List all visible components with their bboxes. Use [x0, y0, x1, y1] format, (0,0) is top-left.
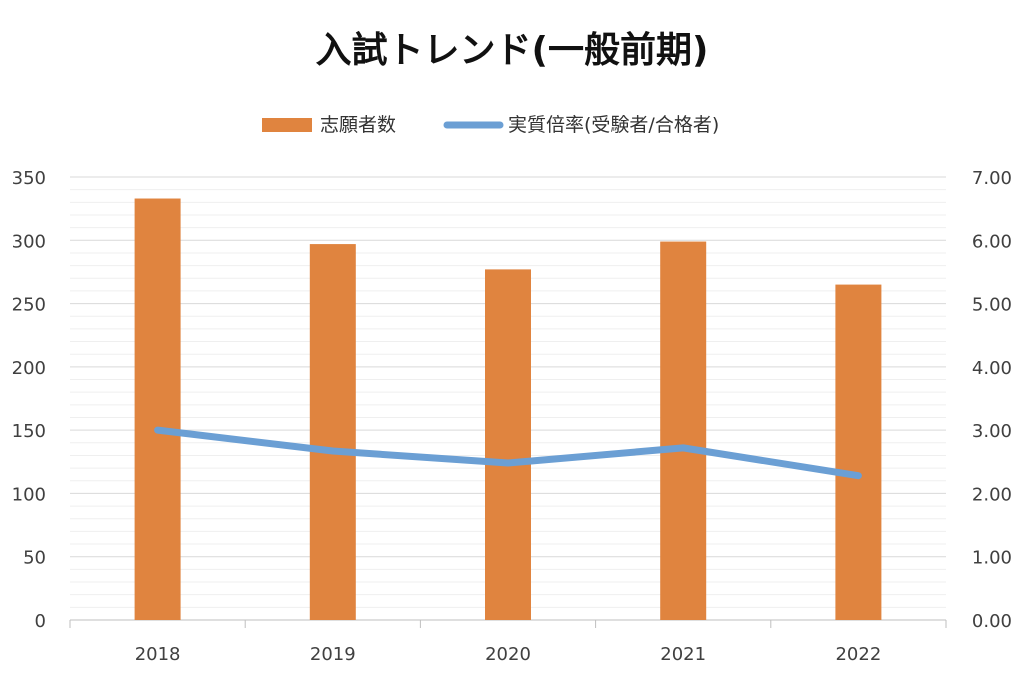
- y-left-tick-label: 300: [12, 231, 46, 252]
- line-point: [507, 462, 509, 464]
- line-point: [332, 450, 334, 452]
- y-left-tick-label: 0: [35, 611, 46, 632]
- y-left-tick-label: 200: [12, 358, 46, 379]
- y-right-tick-label: 0.00: [972, 611, 1012, 632]
- line-point: [857, 475, 859, 477]
- line-point: [157, 429, 159, 431]
- bar: [485, 269, 531, 620]
- bar: [835, 284, 882, 620]
- y-left-tick-label: 50: [23, 548, 46, 569]
- axes: 0 50 100 150 200 250 300 350 0.00 1.00 2.00 3.00 4.0…: [12, 168, 1012, 665]
- legend-label-bar: 志願者数: [320, 114, 396, 136]
- bar: [660, 241, 707, 620]
- bar: [134, 198, 181, 620]
- y-right-tick-label: 5.00: [972, 295, 1012, 316]
- bar-series: [134, 198, 882, 620]
- y-right-tick-label: 4.00: [972, 358, 1012, 379]
- x-tick-label: 2018: [135, 644, 181, 665]
- chart-title: 入試トレンド(一般前期): [316, 30, 709, 71]
- y-right-tick-label: 2.00: [972, 484, 1012, 505]
- x-tick-label: 2020: [485, 644, 531, 665]
- legend-swatch-bar: [262, 118, 312, 132]
- y-right-tick-label: 6.00: [972, 231, 1012, 252]
- y-left-tick-label: 350: [12, 168, 46, 189]
- legend: 志願者数 実質倍率(受験者/合格者): [262, 114, 719, 136]
- x-tick-label: 2022: [835, 644, 881, 665]
- y-left-tick-label: 250: [12, 295, 46, 316]
- x-tick-label: 2021: [660, 644, 706, 665]
- bar: [309, 244, 356, 620]
- line-series: [154, 426, 862, 480]
- x-tick-label: 2019: [310, 644, 356, 665]
- y-left-tick-label: 100: [12, 484, 46, 505]
- y-left-tick-label: 150: [12, 421, 46, 442]
- legend-label-line: 実質倍率(受験者/合格者): [508, 114, 719, 136]
- y-right-tick-label: 7.00: [972, 168, 1012, 189]
- y-right-tick-label: 3.00: [972, 421, 1012, 442]
- line-point: [682, 447, 684, 449]
- y-right-tick-label: 1.00: [972, 548, 1012, 569]
